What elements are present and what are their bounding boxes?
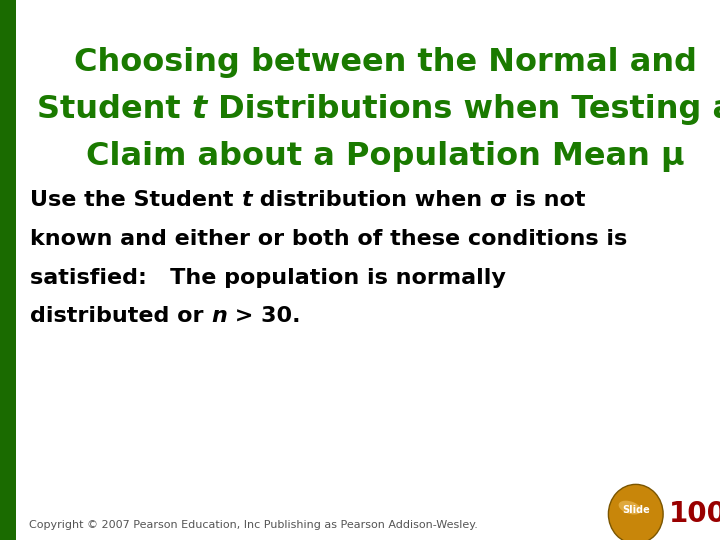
Text: distribution when σ is not: distribution when σ is not (252, 190, 585, 210)
Bar (0, 0, 16, 540)
Text: Claim about a Population Mean μ: Claim about a Population Mean μ (86, 140, 685, 172)
Text: distributed or: distributed or (30, 306, 212, 327)
Text: > 30.: > 30. (228, 306, 301, 327)
Text: Choosing between the Normal and: Choosing between the Normal and (73, 46, 697, 78)
Text: t: t (192, 93, 207, 125)
Text: Use the Student: Use the Student (30, 190, 241, 210)
Text: n: n (212, 306, 228, 327)
Ellipse shape (608, 484, 663, 540)
Text: known and either or both of these conditions is: known and either or both of these condit… (30, 228, 628, 249)
Text: Distributions when Testing a: Distributions when Testing a (207, 93, 720, 125)
Text: t: t (241, 190, 252, 210)
Text: Slide: Slide (622, 505, 649, 515)
Text: Student: Student (37, 93, 192, 125)
Text: satisfied:   The population is normally: satisfied: The population is normally (30, 267, 506, 288)
Text: 100: 100 (669, 500, 720, 528)
Text: Copyright © 2007 Pearson Education, Inc Publishing as Pearson Addison-Wesley.: Copyright © 2007 Pearson Education, Inc … (29, 520, 477, 530)
Ellipse shape (618, 501, 642, 515)
